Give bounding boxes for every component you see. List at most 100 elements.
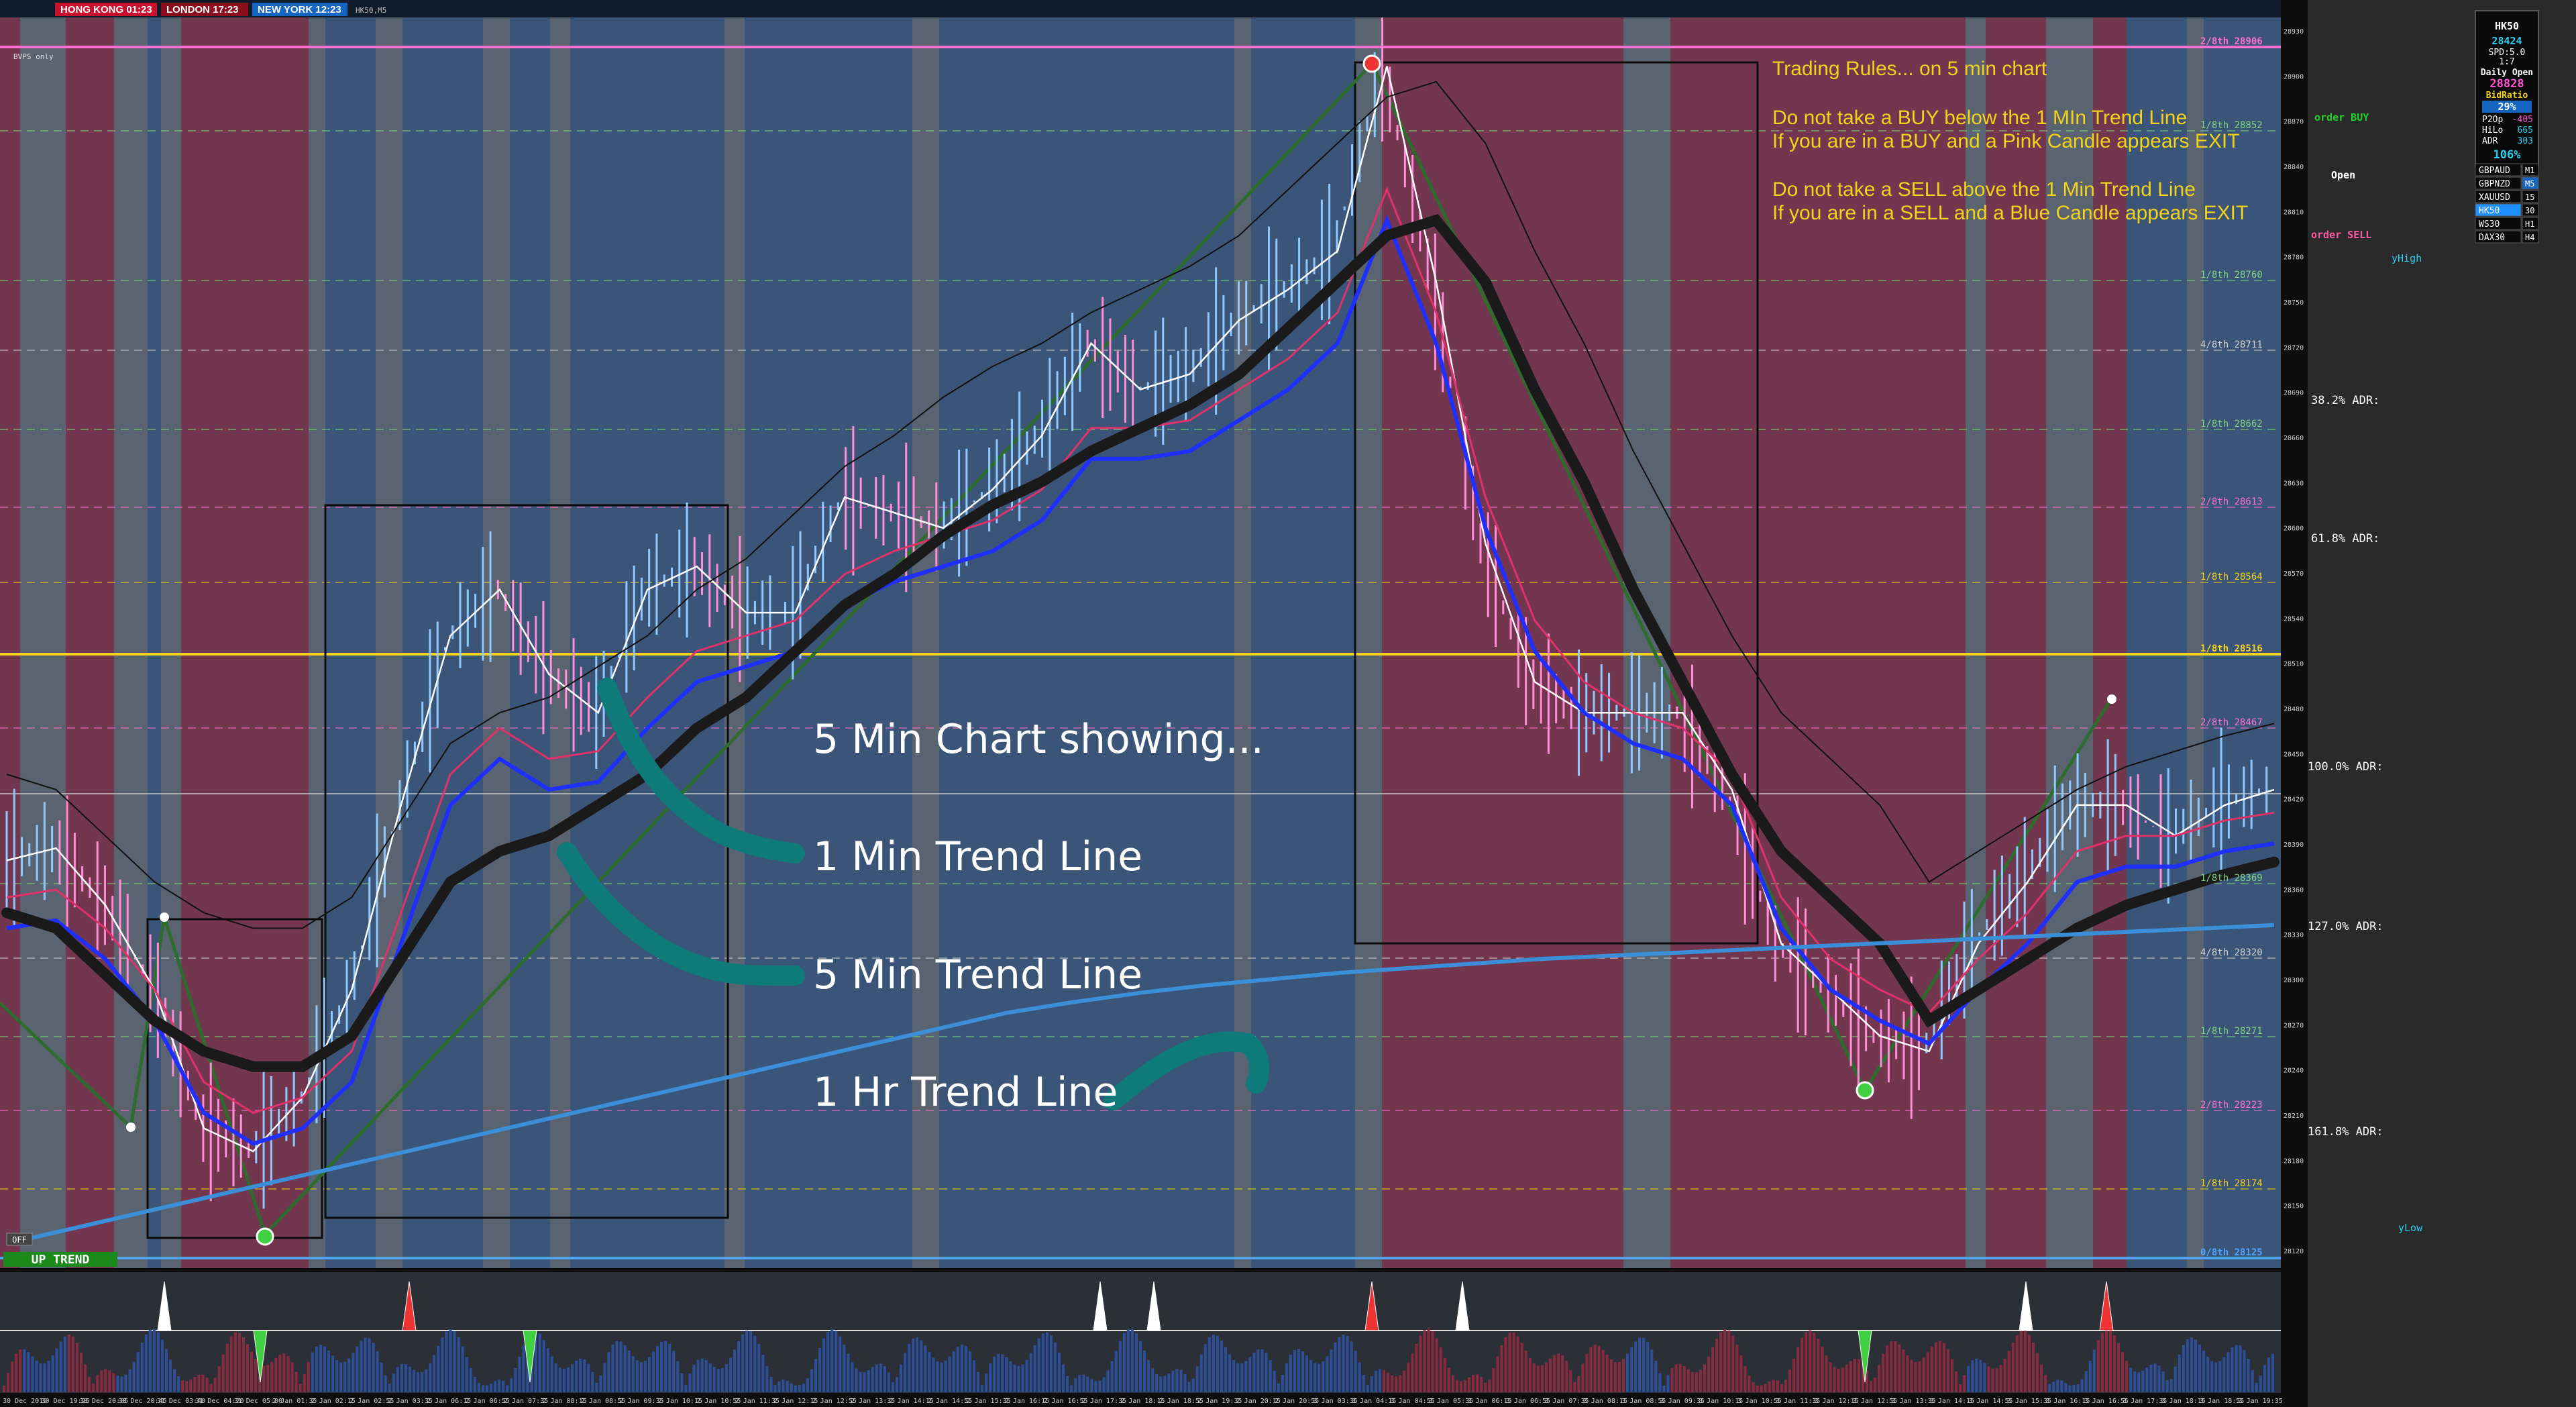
histogram-bar xyxy=(7,1372,10,1392)
histogram-bar xyxy=(413,1369,416,1392)
histogram-bar xyxy=(777,1381,781,1392)
histogram-bar xyxy=(2206,1357,2210,1392)
histogram-bar xyxy=(558,1367,561,1392)
histogram-bar xyxy=(1025,1359,1028,1392)
histogram-bar xyxy=(441,1337,444,1392)
range-box-3 xyxy=(1354,61,1759,945)
off-button[interactable] xyxy=(6,1233,33,1246)
symbol-button[interactable] xyxy=(2475,217,2522,230)
symbol-button[interactable] xyxy=(2475,163,2522,176)
timeframe-button[interactable] xyxy=(2522,163,2539,176)
histogram-bar xyxy=(1391,1375,1394,1392)
histogram-bar xyxy=(1967,1365,1970,1392)
pane-separator[interactable] xyxy=(0,1268,2308,1272)
symbol-button[interactable] xyxy=(2475,230,2522,244)
histogram-bar xyxy=(112,1373,115,1392)
histogram-bar xyxy=(213,1377,217,1392)
histogram-bar xyxy=(652,1351,655,1392)
histogram-bar xyxy=(1358,1362,1361,1392)
annotation-title: 5 Min Chart showing... xyxy=(813,716,1264,763)
histogram-bar xyxy=(1801,1338,1804,1392)
histogram-bar xyxy=(1707,1356,1710,1392)
price-tick: 28150 xyxy=(2284,1203,2304,1210)
histogram-bar xyxy=(627,1350,631,1392)
histogram-bar xyxy=(1029,1353,1032,1392)
histogram-bar xyxy=(1313,1363,1317,1392)
timeframe-button[interactable] xyxy=(2522,176,2539,190)
histogram-bar xyxy=(1423,1330,1426,1392)
histogram-bar xyxy=(1451,1375,1454,1392)
histogram-bar xyxy=(2198,1344,2202,1392)
timeframe-button[interactable] xyxy=(2522,203,2539,217)
histogram-bar xyxy=(79,1352,83,1392)
histogram-bar xyxy=(1772,1379,1775,1392)
histogram-bar xyxy=(1536,1365,1540,1392)
session-band xyxy=(148,0,161,1268)
adr-382: 38.2% ADR: xyxy=(2311,394,2379,407)
order-buy-label[interactable]: order BUY xyxy=(2314,111,2369,123)
time-tick: 2 Jan 12:15 xyxy=(773,1398,818,1405)
histogram-bar xyxy=(1561,1355,1564,1392)
histogram-bar xyxy=(818,1348,822,1392)
level-label: 1/8th 28516 xyxy=(2200,643,2263,654)
time-tick: 2 Jan 20:55 xyxy=(1275,1398,1319,1405)
histogram-bar xyxy=(1959,1384,1962,1392)
symbol-button[interactable] xyxy=(2475,190,2522,203)
histogram-bar xyxy=(1878,1365,1881,1392)
time-tick: 2 Jan 12:55 xyxy=(812,1398,857,1405)
histogram-bar xyxy=(2052,1382,2055,1392)
histogram-bar xyxy=(1053,1342,1057,1392)
symbol-button[interactable] xyxy=(2475,176,2522,190)
histogram-bar xyxy=(1309,1359,1313,1392)
session-band xyxy=(2127,0,2187,1268)
level-label: 1/8th 28369 xyxy=(2200,873,2263,884)
histogram-bar xyxy=(104,1369,107,1392)
histogram-bar xyxy=(773,1385,777,1392)
histogram-bar xyxy=(2108,1330,2112,1392)
open-label[interactable]: Open xyxy=(2331,169,2355,181)
histogram-bar xyxy=(1431,1331,1434,1392)
session-band xyxy=(2204,0,2234,1268)
symbol-list[interactable]: GBPAUD M1 GBPNZD M5 XAUUSD 15 HK50 30 WS30 H1 DAX3… xyxy=(2475,163,2539,244)
histogram-bar xyxy=(1199,1354,1203,1392)
histogram-bar xyxy=(2153,1363,2157,1392)
histogram-bar xyxy=(1106,1370,1110,1392)
histogram-bar xyxy=(802,1384,805,1392)
histogram-bar xyxy=(1480,1376,1483,1392)
histogram-bar xyxy=(1110,1361,1114,1392)
timeframe-button[interactable] xyxy=(2522,217,2539,230)
histogram-bar xyxy=(1285,1363,1288,1392)
time-tick: 3 Jan 14:55 xyxy=(1968,1398,2012,1405)
symbol-button[interactable] xyxy=(2475,203,2522,217)
info-bid-ratio-label: BidRatio xyxy=(2486,91,2528,101)
histogram-bar xyxy=(1983,1363,1986,1392)
histogram-bar xyxy=(1727,1331,1731,1392)
histogram-bar xyxy=(1682,1365,1686,1392)
histogram-bar xyxy=(643,1361,647,1392)
histogram-bar xyxy=(237,1333,241,1392)
histogram-bar xyxy=(2015,1335,2019,1392)
histogram-bar xyxy=(769,1377,773,1392)
timeframe-button[interactable] xyxy=(2522,230,2539,244)
histogram-bar xyxy=(1951,1359,1953,1392)
timeframe-label: H1 xyxy=(2525,219,2534,229)
histogram-bar xyxy=(2019,1331,2023,1392)
price-tick: 28600 xyxy=(2284,525,2304,533)
histogram-bar xyxy=(2218,1361,2222,1392)
histogram-bar xyxy=(1143,1350,1146,1392)
histogram-bar xyxy=(1906,1355,1909,1392)
price-axis[interactable]: 28930 28900 28870 28840 28810 28780 28750 28720… xyxy=(2284,28,2304,1255)
histogram-bar xyxy=(607,1352,610,1392)
histogram-bar xyxy=(2084,1371,2088,1392)
timeframe-button[interactable] xyxy=(2522,190,2539,203)
histogram-bar xyxy=(883,1366,886,1392)
time-tick: 3 Jan 16:55 xyxy=(2084,1398,2129,1405)
time-tick: 3 Jan 08:55 xyxy=(1621,1398,1666,1405)
order-sell-label[interactable]: order SELL xyxy=(2311,229,2371,241)
histogram-bar xyxy=(1532,1363,1536,1392)
histogram-bar xyxy=(993,1357,996,1392)
histogram-bar xyxy=(132,1361,136,1392)
histogram-bar xyxy=(425,1369,428,1392)
